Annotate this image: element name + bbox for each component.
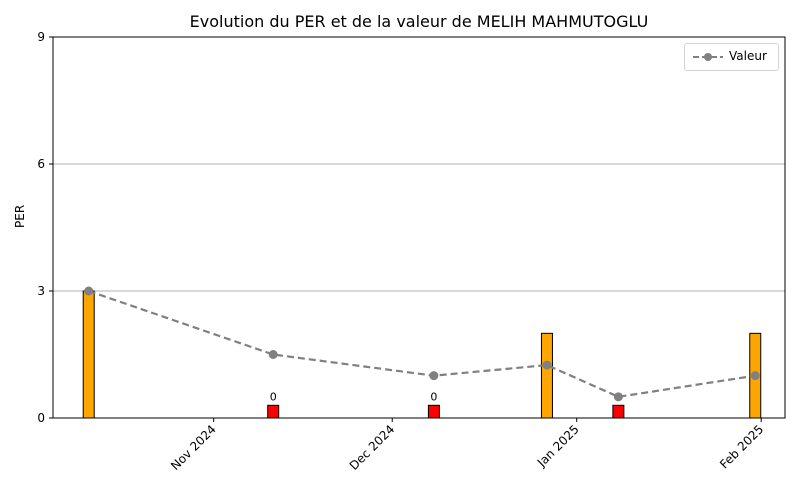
bar-4 — [612, 404, 625, 419]
bar-3 — [540, 332, 553, 419]
legend: Valeur — [684, 43, 779, 71]
legend-line-marker-icon — [693, 53, 723, 61]
y-tick-label-0: 0 — [37, 411, 45, 425]
x-tick-label-1: Dec 2024 — [347, 422, 398, 473]
series-point-2 — [429, 371, 439, 381]
y-tick-label-3: 9 — [37, 30, 45, 44]
series-point-3 — [542, 360, 552, 370]
series-point-0 — [84, 286, 94, 296]
series-point-5 — [750, 371, 760, 381]
y-tick-label-2: 6 — [37, 157, 45, 171]
x-tick-label-2: Jan 2025 — [534, 422, 582, 470]
bar-2 — [427, 404, 440, 419]
bar-label-2: 0 — [430, 390, 437, 403]
bar-label-1: 0 — [270, 390, 277, 403]
y-tick-label-1: 3 — [37, 284, 45, 298]
series-line-0 — [88, 289, 756, 398]
legend-label-valeur: Valeur — [729, 49, 767, 63]
y-axis-label: PER — [13, 204, 27, 228]
x-tick-label-3: Feb 2025 — [717, 422, 766, 471]
x-tick-label-0: Nov 2024 — [168, 422, 219, 473]
series-point-1 — [268, 350, 278, 359]
series-point-4 — [613, 392, 623, 402]
bar-0 — [82, 290, 95, 419]
chart-title: Evolution du PER et de la valeur de MELI… — [189, 12, 649, 31]
plot-frame — [52, 36, 786, 419]
bar-1 — [267, 404, 280, 419]
